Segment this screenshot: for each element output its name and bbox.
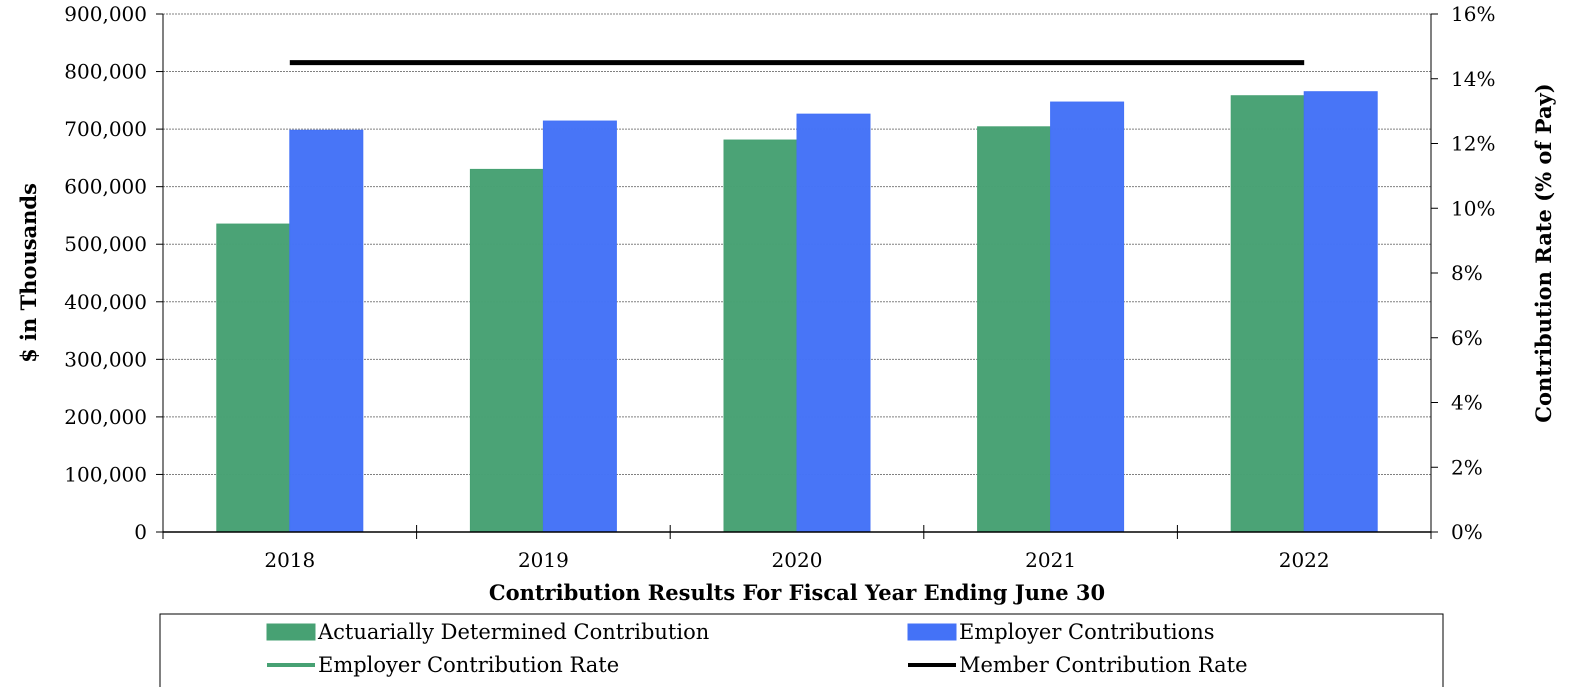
y2-tick-label: 4% xyxy=(1451,391,1483,415)
y2-tick-label: 6% xyxy=(1451,326,1483,350)
y-tick-label: 700,000 xyxy=(64,117,147,141)
y-tick-label: 900,000 xyxy=(64,2,147,26)
y-tick-label: 500,000 xyxy=(64,232,147,256)
y2-tick-label: 8% xyxy=(1451,261,1483,285)
bar xyxy=(723,139,798,533)
bar xyxy=(289,129,364,533)
y2-tick-label: 14% xyxy=(1451,67,1495,91)
x-tick-label: 2022 xyxy=(1279,548,1330,572)
y-tick-label: 200,000 xyxy=(64,405,147,429)
y-tick-label: 400,000 xyxy=(64,290,147,314)
y2-tick-label: 10% xyxy=(1451,196,1495,220)
y-axis-title: $ in Thousands xyxy=(16,183,41,363)
bar xyxy=(977,126,1052,533)
legend-label: Member Contribution Rate xyxy=(959,653,1248,677)
y-tick-label: 800,000 xyxy=(64,60,147,84)
x-tick-label: 2019 xyxy=(518,548,569,572)
legend-swatch xyxy=(907,623,957,641)
x-tick-label: 2018 xyxy=(264,548,315,572)
x-tick-label: 2020 xyxy=(772,548,823,572)
bar xyxy=(469,168,544,533)
y-tick-label: 0 xyxy=(134,520,147,544)
bar xyxy=(1303,91,1378,533)
x-axis-title: Contribution Results For Fiscal Year End… xyxy=(489,580,1105,605)
axis-labels: 0 100,000 200,000 300,000 400,000 500,000 600,… xyxy=(16,2,1556,605)
y2-tick-label: 0% xyxy=(1451,520,1483,544)
y2-tick-label: 12% xyxy=(1451,132,1495,156)
bar xyxy=(1230,95,1305,533)
bars xyxy=(216,91,1378,533)
bar xyxy=(796,113,871,533)
axes xyxy=(156,13,1438,539)
y-tick-label: 300,000 xyxy=(64,347,147,371)
x-tick-label: 2021 xyxy=(1025,548,1076,572)
bar xyxy=(1050,101,1125,533)
legend: Actuarially Determined Contribution Emplo… xyxy=(159,613,1444,687)
legend-swatch xyxy=(266,623,316,641)
bar xyxy=(542,120,617,533)
y2-tick-label: 16% xyxy=(1451,2,1495,26)
legend-label: Employer Contribution Rate xyxy=(318,653,619,677)
legend-box xyxy=(159,613,1444,687)
y-tick-label: 600,000 xyxy=(64,175,147,199)
y2-tick-label: 2% xyxy=(1451,455,1483,479)
y2-axis-title: Contribution Rate (% of Pay) xyxy=(1531,83,1556,422)
bar xyxy=(216,223,291,533)
y-tick-label: 100,000 xyxy=(64,462,147,486)
legend-label: Employer Contributions xyxy=(959,620,1215,644)
legend-label: Actuarially Determined Contribution xyxy=(317,620,709,644)
